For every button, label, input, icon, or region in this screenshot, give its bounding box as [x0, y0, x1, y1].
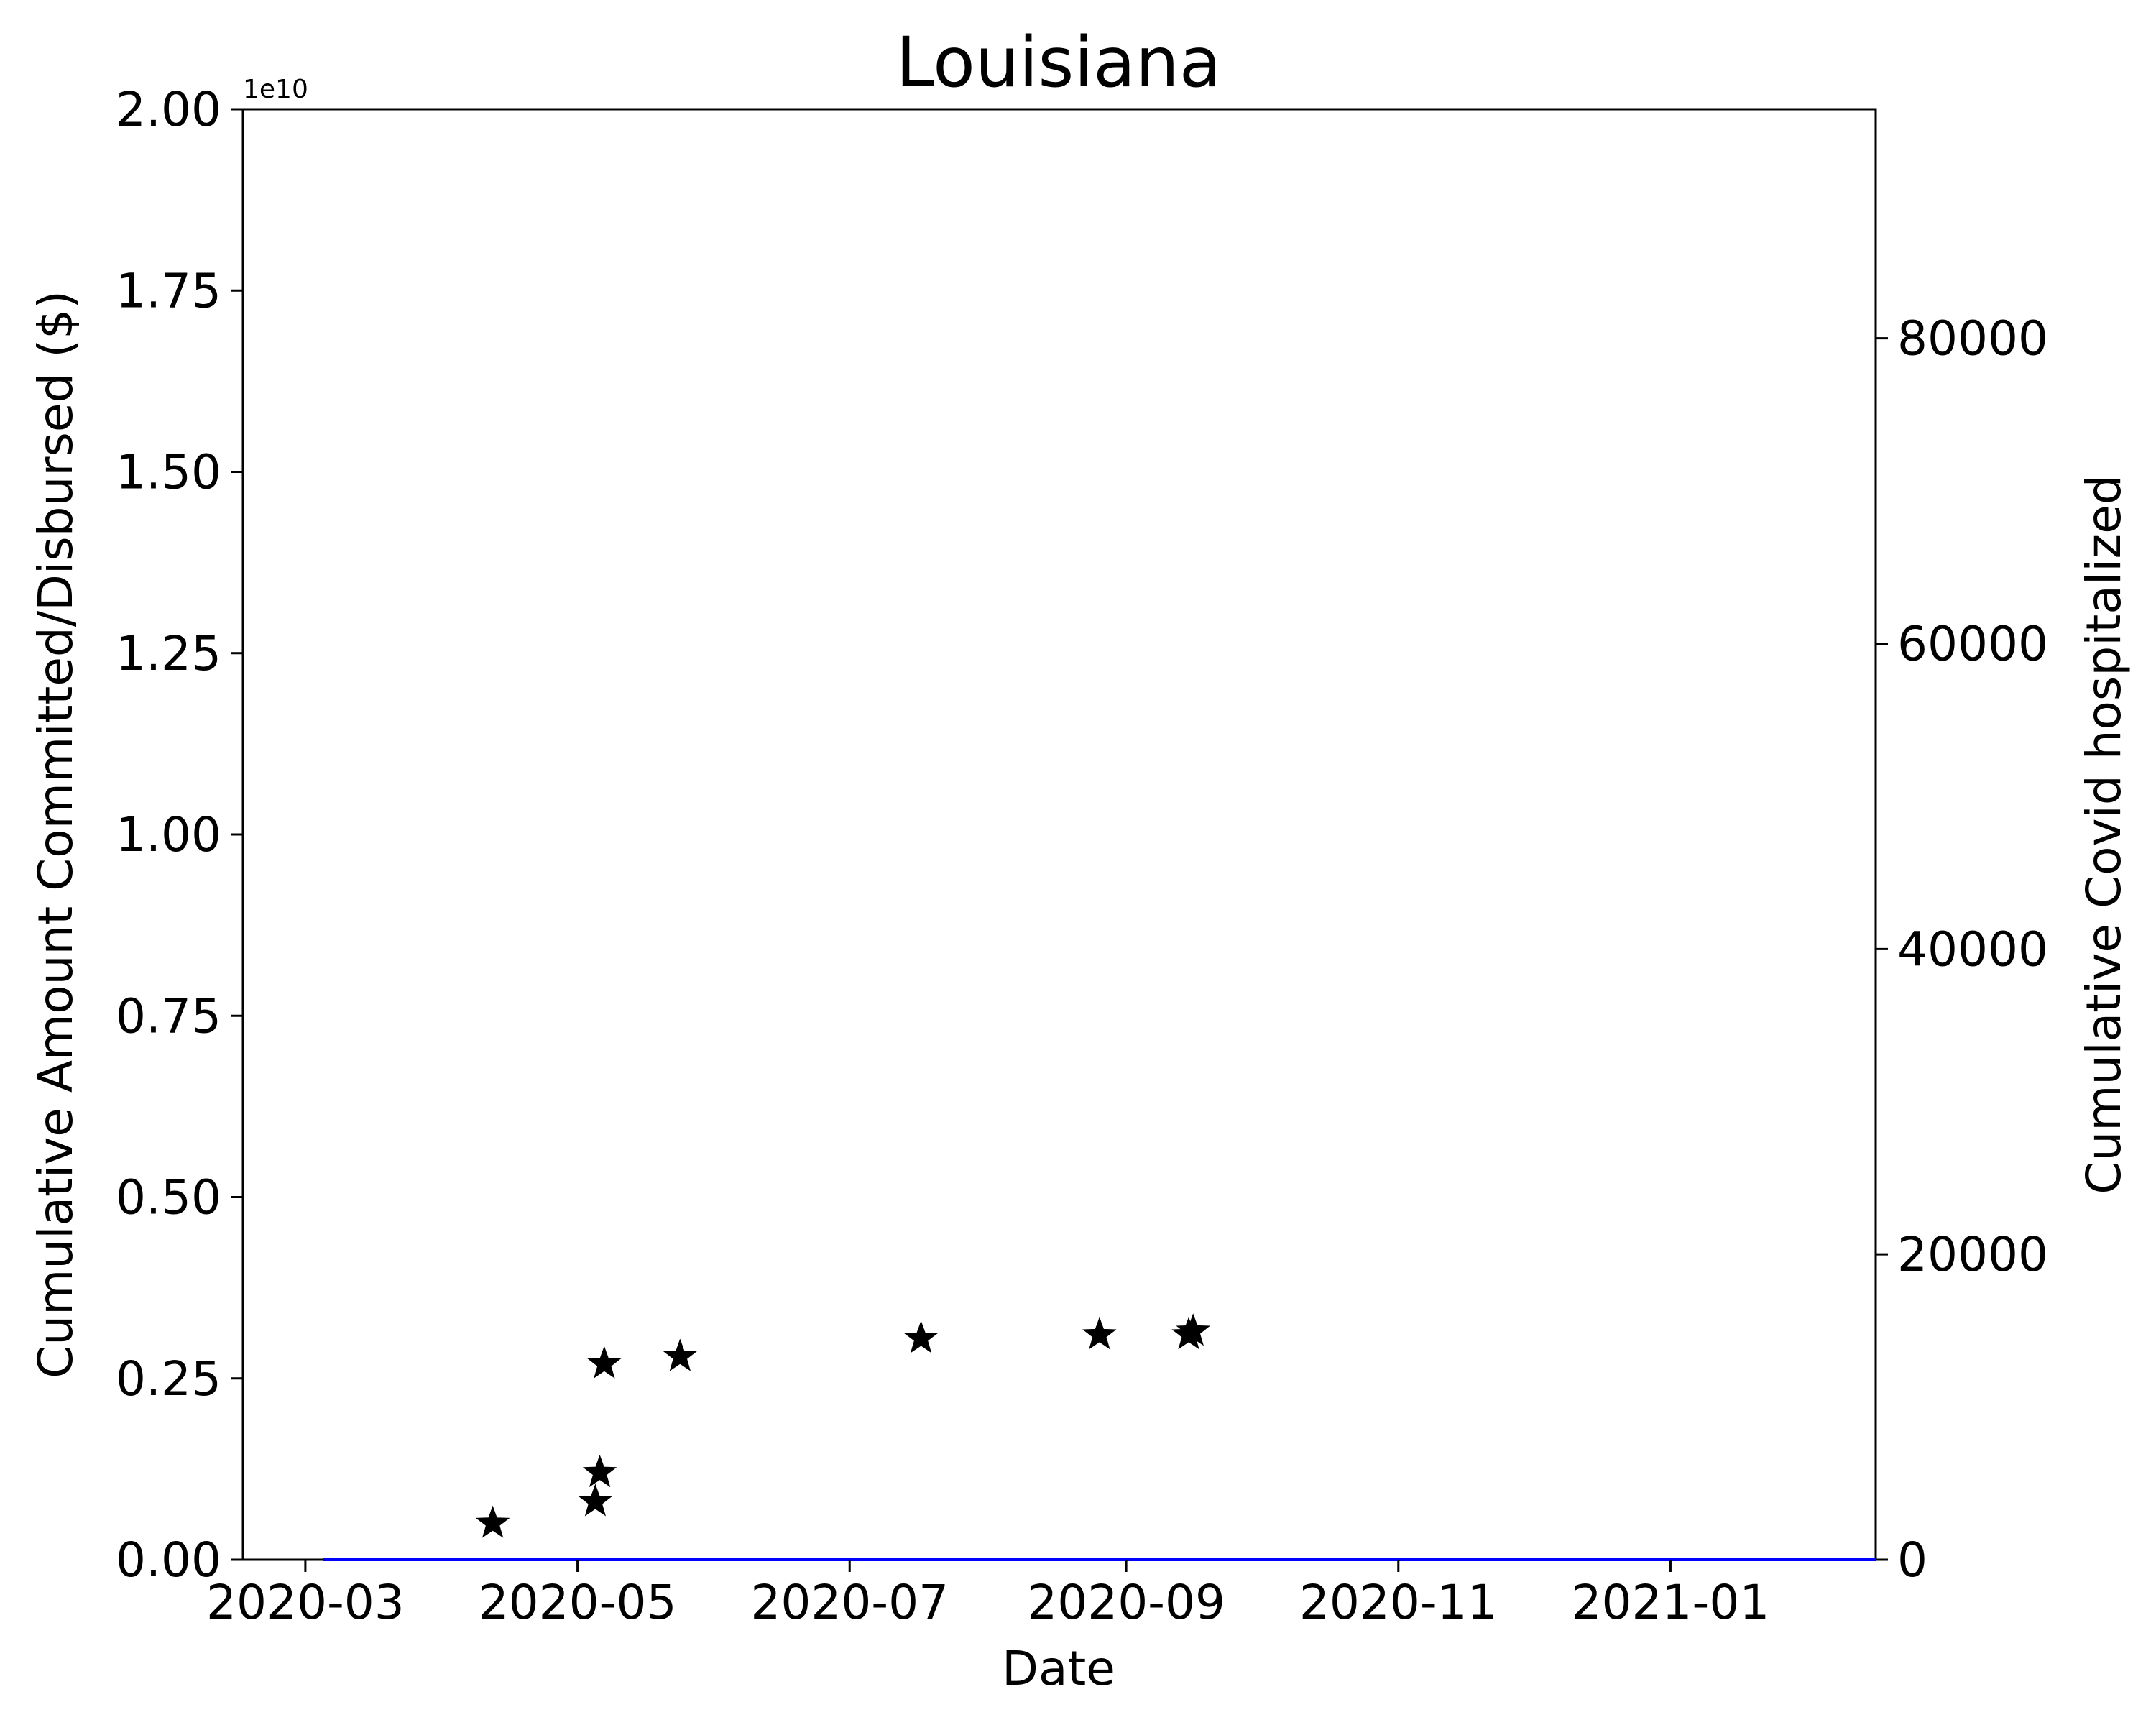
funding-point — [663, 1338, 698, 1371]
x-tick-label: 2020-09 — [1027, 1575, 1225, 1630]
funding-point — [1176, 1313, 1211, 1346]
funding-point — [587, 1346, 622, 1379]
y-right-tick-label: 20000 — [1897, 1227, 2048, 1282]
x-tick-label: 2020-11 — [1299, 1575, 1498, 1630]
funding-point — [903, 1320, 939, 1353]
funding-point — [475, 1505, 510, 1538]
y-axis-right: 0 20000 40000 60000 80000 — [1876, 311, 2048, 1588]
y-tick-label: 0.75 — [116, 988, 221, 1044]
y-right-tick-label: 80000 — [1897, 311, 2048, 367]
y-tick-label: 0.50 — [116, 1170, 221, 1225]
x-axis: 2020-03 2020-05 2020-07 2020-09 2020-11 2021-… — [206, 1560, 1769, 1630]
y-tick-label: 0.00 — [116, 1532, 221, 1588]
y-tick-label: 1.50 — [116, 445, 221, 500]
y-right-tick-label: 60000 — [1897, 616, 2048, 671]
y-tick-label: 0.25 — [116, 1351, 221, 1407]
y-axis-right-label: Cumulative Covid hospitalized — [2076, 474, 2132, 1194]
y-tick-label: 1.75 — [116, 263, 221, 318]
chart-title: Louisiana — [895, 22, 1221, 103]
y-right-tick-label: 0 — [1897, 1532, 1927, 1588]
y-tick-label: 2.00 — [116, 82, 221, 137]
x-tick-label: 2020-03 — [206, 1575, 405, 1630]
chart-marks — [323, 1313, 1876, 1561]
y-tick-label: 1.00 — [116, 807, 221, 862]
x-tick-label: 2020-07 — [750, 1575, 949, 1630]
x-tick-label: 2020-05 — [479, 1575, 677, 1630]
y-tick-label: 1.25 — [116, 626, 221, 681]
y-right-tick-label: 40000 — [1897, 921, 2048, 977]
y-offset-text: 1e10 — [243, 75, 308, 104]
x-tick-label: 2021-01 — [1572, 1575, 1770, 1630]
funding-point — [1082, 1317, 1117, 1350]
plot-area — [241, 108, 1877, 1561]
x-axis-label: Date — [1002, 1641, 1115, 1696]
y-axis-label: Cumulative Amount Committed/Disbursed ($… — [28, 290, 83, 1379]
y-axis-left: 0.00 0.25 0.50 0.75 1.00 1.25 1.50 1.75 2.00 — [116, 82, 243, 1588]
funding-point — [582, 1454, 617, 1488]
funding-point — [578, 1484, 613, 1517]
